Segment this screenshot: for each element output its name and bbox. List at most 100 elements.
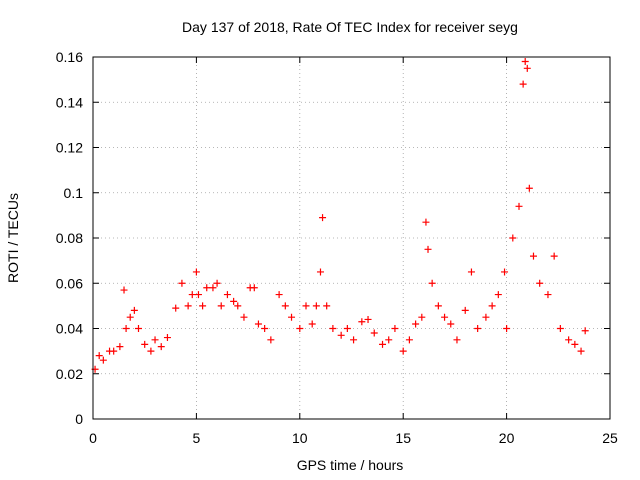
data-point xyxy=(337,331,345,339)
data-point xyxy=(172,304,180,312)
y-tick-label: 0.08 xyxy=(56,230,83,246)
data-point xyxy=(494,291,502,299)
x-tick-label: 15 xyxy=(395,430,411,446)
data-point xyxy=(157,343,165,351)
chart-title: Day 137 of 2018, Rate Of TEC Index for r… xyxy=(182,19,518,35)
data-point xyxy=(254,320,262,328)
data-point xyxy=(364,315,372,323)
data-point xyxy=(130,306,138,314)
x-tick-label: 5 xyxy=(193,430,201,446)
data-point xyxy=(482,313,490,321)
data-point xyxy=(147,347,155,355)
data-point xyxy=(521,58,529,66)
data-point xyxy=(412,320,420,328)
data-point xyxy=(194,291,202,299)
data-point xyxy=(418,313,426,321)
data-point xyxy=(515,202,523,210)
data-point xyxy=(343,325,351,332)
data-point xyxy=(501,268,509,276)
data-point xyxy=(488,302,496,310)
x-tick-label: 10 xyxy=(292,430,308,446)
grid-layer xyxy=(93,57,610,419)
data-point xyxy=(188,291,196,299)
data-point xyxy=(192,268,200,276)
data-point xyxy=(391,325,399,332)
data-point xyxy=(461,306,469,314)
data-point xyxy=(99,356,107,364)
data-point xyxy=(134,325,142,332)
data-point xyxy=(544,291,552,299)
data-point xyxy=(275,291,283,299)
data-point xyxy=(319,214,327,222)
x-tick-label: 20 xyxy=(499,430,515,446)
data-point xyxy=(261,325,269,332)
data-point xyxy=(240,313,248,321)
data-point xyxy=(184,302,192,310)
data-point xyxy=(379,340,387,348)
data-point xyxy=(536,279,544,287)
data-point xyxy=(213,279,221,287)
data-point xyxy=(571,340,579,348)
data-point xyxy=(302,302,310,310)
data-point xyxy=(358,318,366,326)
data-point xyxy=(428,279,436,287)
data-point xyxy=(178,279,186,287)
data-point xyxy=(203,284,211,292)
data-point xyxy=(529,252,537,260)
data-point xyxy=(199,302,207,310)
data-point xyxy=(453,336,461,344)
data-point xyxy=(523,64,531,72)
data-point xyxy=(329,325,337,332)
y-tick-label: 0.02 xyxy=(56,366,83,382)
data-point xyxy=(350,336,358,344)
points-layer xyxy=(91,58,589,373)
data-point xyxy=(550,252,558,260)
data-point xyxy=(312,302,320,310)
data-point xyxy=(556,325,564,332)
data-point xyxy=(288,313,296,321)
data-point xyxy=(370,329,378,337)
data-point xyxy=(525,184,533,192)
data-point xyxy=(126,313,134,321)
data-point xyxy=(209,284,217,292)
y-tick-label: 0 xyxy=(75,411,83,427)
x-tick-label: 25 xyxy=(602,430,618,446)
y-tick-label: 0.06 xyxy=(56,275,83,291)
data-point xyxy=(385,336,393,344)
data-point xyxy=(230,297,238,305)
data-point xyxy=(323,302,331,310)
data-point xyxy=(474,325,482,332)
y-tick-label: 0.14 xyxy=(56,94,83,110)
y-tick-label: 0.04 xyxy=(56,321,83,337)
data-point xyxy=(577,347,585,355)
data-point xyxy=(405,336,413,344)
x-tick-label: 0 xyxy=(89,430,97,446)
y-axis-label: ROTI / TECUs xyxy=(5,193,21,283)
data-point xyxy=(267,336,275,344)
data-point xyxy=(509,234,517,242)
data-point xyxy=(467,268,475,276)
y-tick-label: 0.16 xyxy=(56,49,83,65)
data-point xyxy=(110,347,118,355)
data-point xyxy=(503,325,511,332)
data-point xyxy=(122,325,130,332)
plot-frame xyxy=(92,56,611,420)
data-point xyxy=(434,302,442,310)
data-point xyxy=(424,245,432,253)
data-point xyxy=(447,320,455,328)
data-point xyxy=(95,352,103,360)
data-point xyxy=(399,347,407,355)
x-axis-label: GPS time / hours xyxy=(297,457,404,473)
data-point xyxy=(234,302,242,310)
data-point xyxy=(296,325,304,332)
data-point xyxy=(308,320,316,328)
data-point xyxy=(217,302,225,310)
data-point xyxy=(316,268,324,276)
data-point xyxy=(250,284,258,292)
data-point xyxy=(519,80,527,88)
data-point xyxy=(120,286,128,294)
data-point xyxy=(163,334,171,342)
data-point xyxy=(581,327,589,335)
data-point xyxy=(116,343,124,351)
